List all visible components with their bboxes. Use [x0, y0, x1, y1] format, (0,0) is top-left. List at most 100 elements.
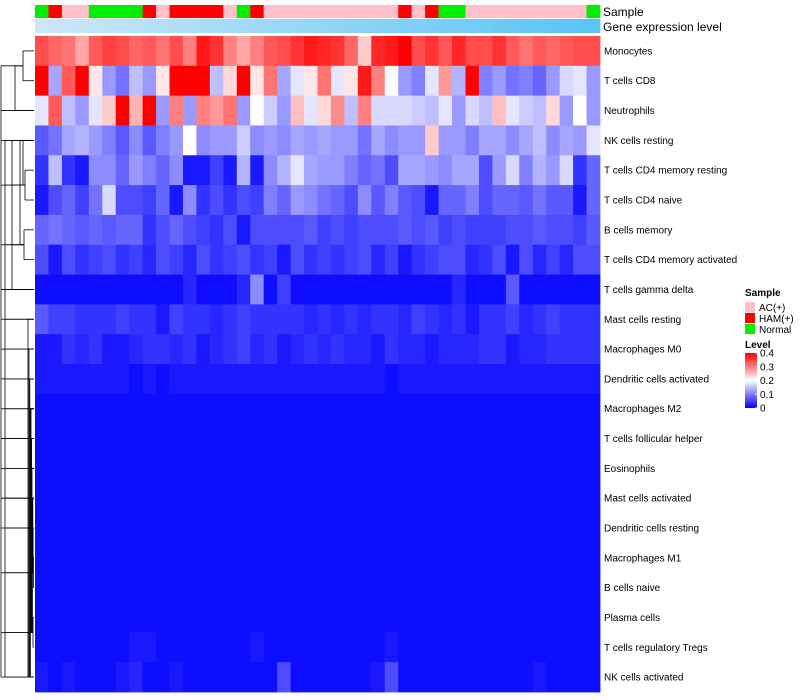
sample-annotation-bar	[35, 5, 601, 18]
heatmap-cell	[48, 632, 63, 663]
heatmap-cell	[142, 304, 157, 335]
heatmap-cell	[452, 572, 466, 603]
heatmap-cell	[35, 453, 49, 484]
heatmap-cell	[236, 214, 251, 246]
heatmap-cell	[505, 423, 520, 454]
row-label: Mast cells resting	[604, 315, 681, 326]
heatmap-cell	[209, 65, 224, 97]
heatmap-cell	[452, 274, 466, 305]
heatmap-cells	[35, 36, 601, 693]
heatmap-cell	[75, 95, 90, 126]
heatmap-cell	[277, 542, 291, 574]
heatmap-cell	[492, 662, 507, 693]
heatmap-cell	[317, 453, 332, 484]
heatmap-cell	[196, 453, 211, 484]
heatmap-cell	[344, 304, 359, 335]
heatmap-cell	[182, 483, 197, 514]
heatmap-cell	[182, 214, 197, 246]
heatmap-cell	[317, 513, 332, 544]
row-label: B cells naive	[604, 583, 661, 594]
heatmap-cell	[290, 185, 305, 216]
heatmap-cell	[452, 304, 466, 335]
gene-expression-cell	[223, 19, 238, 33]
heatmap-cell	[492, 364, 507, 395]
gene-expression-cell	[425, 19, 439, 33]
heatmap-cell	[357, 65, 372, 97]
heatmap-cell	[169, 304, 184, 335]
heatmap-cell	[425, 214, 439, 246]
heatmap-cell	[452, 214, 466, 246]
heatmap-cell	[559, 662, 574, 693]
heatmap-cell	[532, 125, 547, 156]
heatmap-cell	[156, 36, 170, 67]
heatmap-cell	[344, 483, 359, 514]
heatmap-cell	[129, 334, 144, 365]
heatmap-cell	[115, 393, 130, 425]
heatmap-cell	[452, 483, 466, 514]
heatmap-cell	[586, 632, 601, 663]
heatmap-cell	[411, 513, 426, 544]
heatmap-cell	[236, 483, 251, 514]
heatmap-cell	[425, 95, 439, 126]
sample-annotation-cell	[532, 5, 547, 18]
sample-annotation-cell	[61, 5, 76, 18]
heatmap-cell	[88, 65, 103, 97]
heatmap-cell	[452, 662, 466, 693]
heatmap-cell	[223, 602, 238, 633]
heatmap-cell	[357, 393, 372, 425]
heatmap-cell	[88, 483, 103, 514]
heatmap-cell	[532, 572, 547, 603]
heatmap-cell	[142, 125, 157, 156]
heatmap-cell	[371, 214, 386, 246]
heatmap-cell	[223, 393, 238, 425]
heatmap-cell	[546, 334, 561, 365]
heatmap-cell	[156, 542, 170, 574]
heatmap-cell	[519, 125, 534, 156]
heatmap-cell	[357, 453, 372, 484]
sample-annotation-cell	[505, 5, 520, 18]
heatmap-cell	[88, 36, 103, 67]
heatmap-cell	[75, 453, 90, 484]
heatmap-cell	[250, 274, 265, 305]
heatmap-cell	[492, 304, 507, 335]
heatmap-cell	[559, 95, 574, 126]
heatmap-cell	[371, 542, 386, 574]
heatmap-cell	[573, 572, 587, 603]
heatmap-cell	[505, 364, 520, 395]
heatmap-cell	[61, 513, 76, 544]
gene-expression-cell	[102, 19, 117, 33]
sample-annotation-cell	[115, 5, 130, 18]
heatmap-cell	[452, 125, 466, 156]
heatmap-cell	[35, 125, 49, 156]
row-dendrogram	[0, 50, 34, 678]
heatmap-cell	[169, 185, 184, 216]
heatmap-cell	[546, 274, 561, 305]
heatmap-cell	[546, 125, 561, 156]
heatmap-cell	[102, 334, 117, 365]
heatmap-cell	[263, 513, 278, 544]
heatmap-cell	[317, 572, 332, 603]
sample-annotation-cell	[559, 5, 574, 18]
gene-expression-cell	[344, 19, 359, 33]
heatmap-cell	[398, 662, 413, 693]
heatmap-cell	[169, 155, 184, 186]
heatmap-cell	[546, 185, 561, 216]
heatmap-cell	[505, 453, 520, 484]
heatmap-cell	[169, 542, 184, 574]
heatmap-cell	[478, 36, 493, 67]
heatmap-cell	[546, 244, 561, 275]
heatmap-cell	[61, 95, 76, 126]
heatmap-cell	[142, 244, 157, 275]
heatmap-cell	[263, 304, 278, 335]
heatmap-cell	[129, 513, 144, 544]
heatmap-cell	[317, 214, 332, 246]
heatmap-cell	[304, 453, 318, 484]
heatmap-cell	[250, 304, 265, 335]
heatmap-cell	[102, 155, 117, 186]
heatmap-cell	[250, 662, 265, 693]
heatmap-cell	[519, 632, 534, 663]
heatmap-cell	[425, 334, 439, 365]
heatmap-cell	[61, 304, 76, 335]
heatmap-cell	[398, 483, 413, 514]
heatmap-cell	[344, 334, 359, 365]
